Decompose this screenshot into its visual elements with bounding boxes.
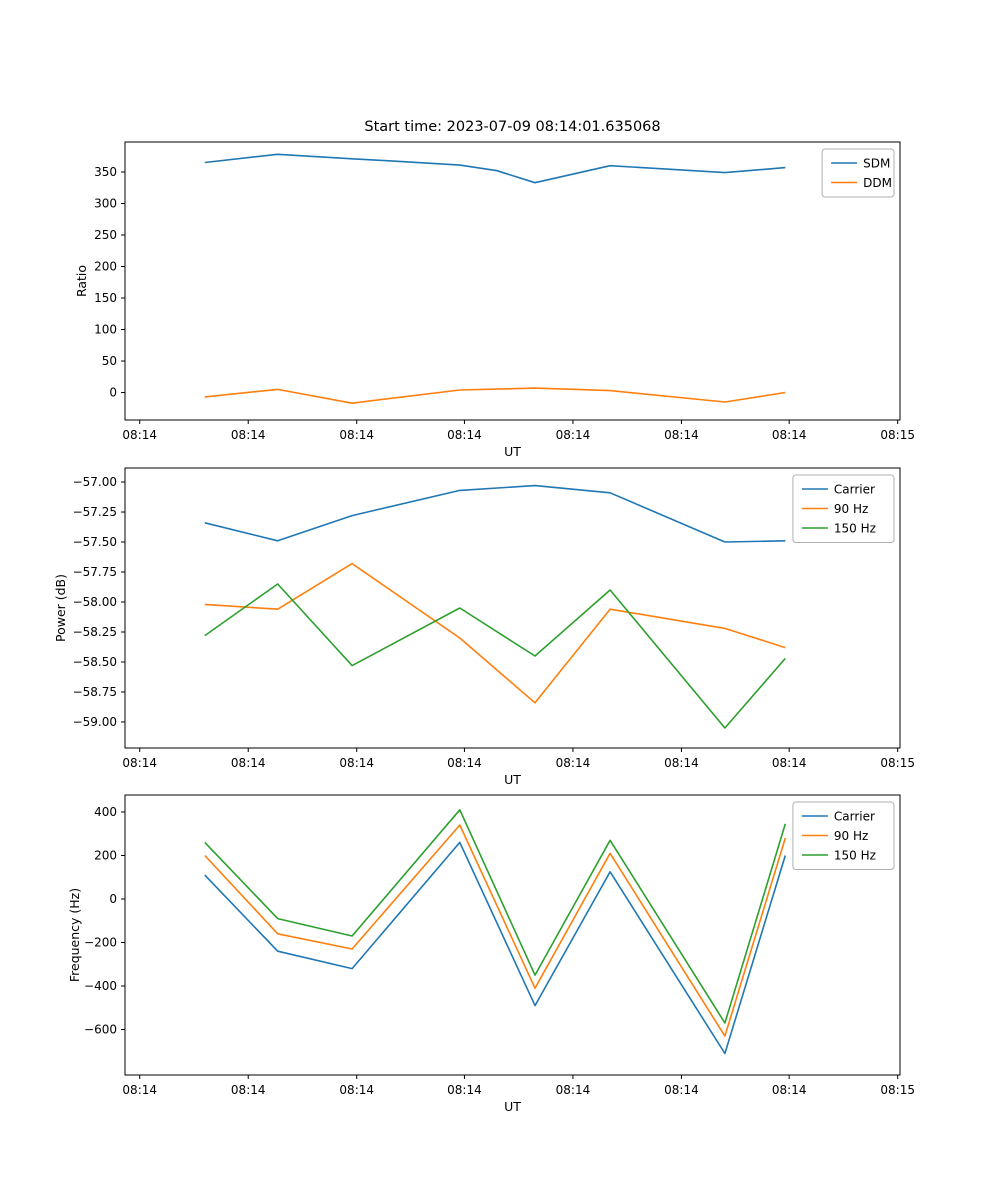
x-tick-label: 08:14	[231, 428, 266, 442]
y-tick-label: −58.25	[73, 625, 117, 639]
series-line-carrier	[204, 484, 786, 543]
series-line-150-hz	[204, 583, 786, 729]
y-tick-label: 200	[94, 848, 117, 862]
y-tick-label: −59.00	[73, 715, 117, 729]
legend-label: 150 Hz	[834, 522, 876, 536]
x-tick-label: 08:14	[664, 428, 699, 442]
x-tick-label: 08:14	[664, 1083, 699, 1097]
legend-box	[792, 474, 895, 543]
legend-label: 150 Hz	[834, 849, 876, 863]
series-line-90-hz	[204, 824, 787, 1037]
y-tick-label: −57.00	[73, 475, 117, 489]
y-axis-label: Frequency (Hz)	[67, 888, 82, 982]
y-tick-label: 50	[102, 354, 117, 368]
series-line-150-hz	[204, 808, 787, 1024]
plot-frame	[124, 141, 901, 421]
legend: SDM DDM	[821, 148, 895, 198]
plot-frame	[124, 467, 901, 749]
y-tick-label: −400	[84, 979, 117, 993]
legend-label: 90 Hz	[834, 829, 868, 843]
y-tick-label: −58.00	[73, 595, 117, 609]
x-tick-label: 08:14	[772, 428, 807, 442]
x-axis-label: UT	[504, 444, 521, 459]
legend: Carrier 90 Hz 150 Hz	[792, 474, 895, 543]
chart-1: 0 50 100 150 200 250 300 350 08:14 08:14 08:14 08:1…	[74, 141, 915, 459]
y-tick-label: 0	[109, 386, 117, 400]
series-line-ddm	[204, 387, 786, 405]
legend-label: 90 Hz	[834, 502, 868, 516]
x-tick-label: 08:14	[772, 1083, 807, 1097]
y-tick-label: 300	[94, 196, 117, 210]
legend-label: Carrier	[834, 810, 875, 824]
legend: Carrier 90 Hz 150 Hz	[792, 801, 895, 870]
x-tick-label: 08:15	[880, 428, 915, 442]
y-tick-label: −200	[84, 936, 117, 950]
series-line-sdm	[204, 153, 786, 184]
x-tick-label: 08:15	[880, 756, 915, 770]
x-tick-label: 08:14	[556, 1083, 591, 1097]
x-tick-label: 08:14	[447, 756, 482, 770]
x-axis-label: UT	[504, 772, 521, 787]
y-tick-label: −57.75	[73, 565, 117, 579]
y-tick-label: 0	[109, 892, 117, 906]
legend-label: DDM	[863, 176, 892, 190]
x-tick-label: 08:14	[122, 756, 157, 770]
y-tick-label: −57.25	[73, 505, 117, 519]
x-tick-label: 08:14	[122, 1083, 157, 1097]
x-tick-label: 08:14	[556, 428, 591, 442]
plot-frame	[124, 794, 901, 1076]
x-tick-label: 08:14	[772, 756, 807, 770]
y-tick-label: 400	[94, 805, 117, 819]
chart-2: −59.00 −58.75 −58.50 −58.25 −58.00 −57.75 −57.…	[53, 467, 915, 787]
chart-3: −600 −400 −200 0 200 400 08:14 08:14 08:14 08:14 0…	[67, 794, 915, 1114]
y-axis-label: Ratio	[74, 265, 89, 297]
series-line-90-hz	[204, 562, 786, 704]
legend-box	[792, 801, 895, 870]
y-tick-label: −58.50	[73, 655, 117, 669]
figure-title: Start time: 2023-07-09 08:14:01.635068	[364, 119, 661, 135]
x-tick-label: 08:14	[231, 756, 266, 770]
legend-label: Carrier	[834, 483, 875, 497]
y-tick-label: 200	[94, 260, 117, 274]
x-tick-label: 08:14	[664, 756, 699, 770]
y-tick-label: 250	[94, 228, 117, 242]
y-axis-label: Power (dB)	[53, 574, 68, 642]
y-tick-label: −57.50	[73, 535, 117, 549]
x-tick-label: 08:14	[231, 1083, 266, 1097]
x-tick-label: 08:14	[339, 1083, 374, 1097]
y-tick-label: −58.75	[73, 685, 117, 699]
x-tick-label: 08:14	[339, 756, 374, 770]
x-tick-label: 08:15	[880, 1083, 915, 1097]
series-line-carrier	[204, 841, 787, 1055]
x-axis-label: UT	[504, 1099, 521, 1114]
x-tick-label: 08:14	[122, 428, 157, 442]
legend-box	[821, 148, 895, 198]
x-tick-label: 08:14	[556, 756, 591, 770]
x-tick-label: 08:14	[447, 428, 482, 442]
y-tick-label: 100	[94, 323, 117, 337]
y-tick-label: 150	[94, 291, 117, 305]
x-tick-label: 08:14	[339, 428, 374, 442]
y-tick-label: 350	[94, 165, 117, 179]
y-tick-label: −600	[84, 1023, 117, 1037]
x-tick-label: 08:14	[447, 1083, 482, 1097]
legend-label: SDM	[863, 157, 890, 171]
